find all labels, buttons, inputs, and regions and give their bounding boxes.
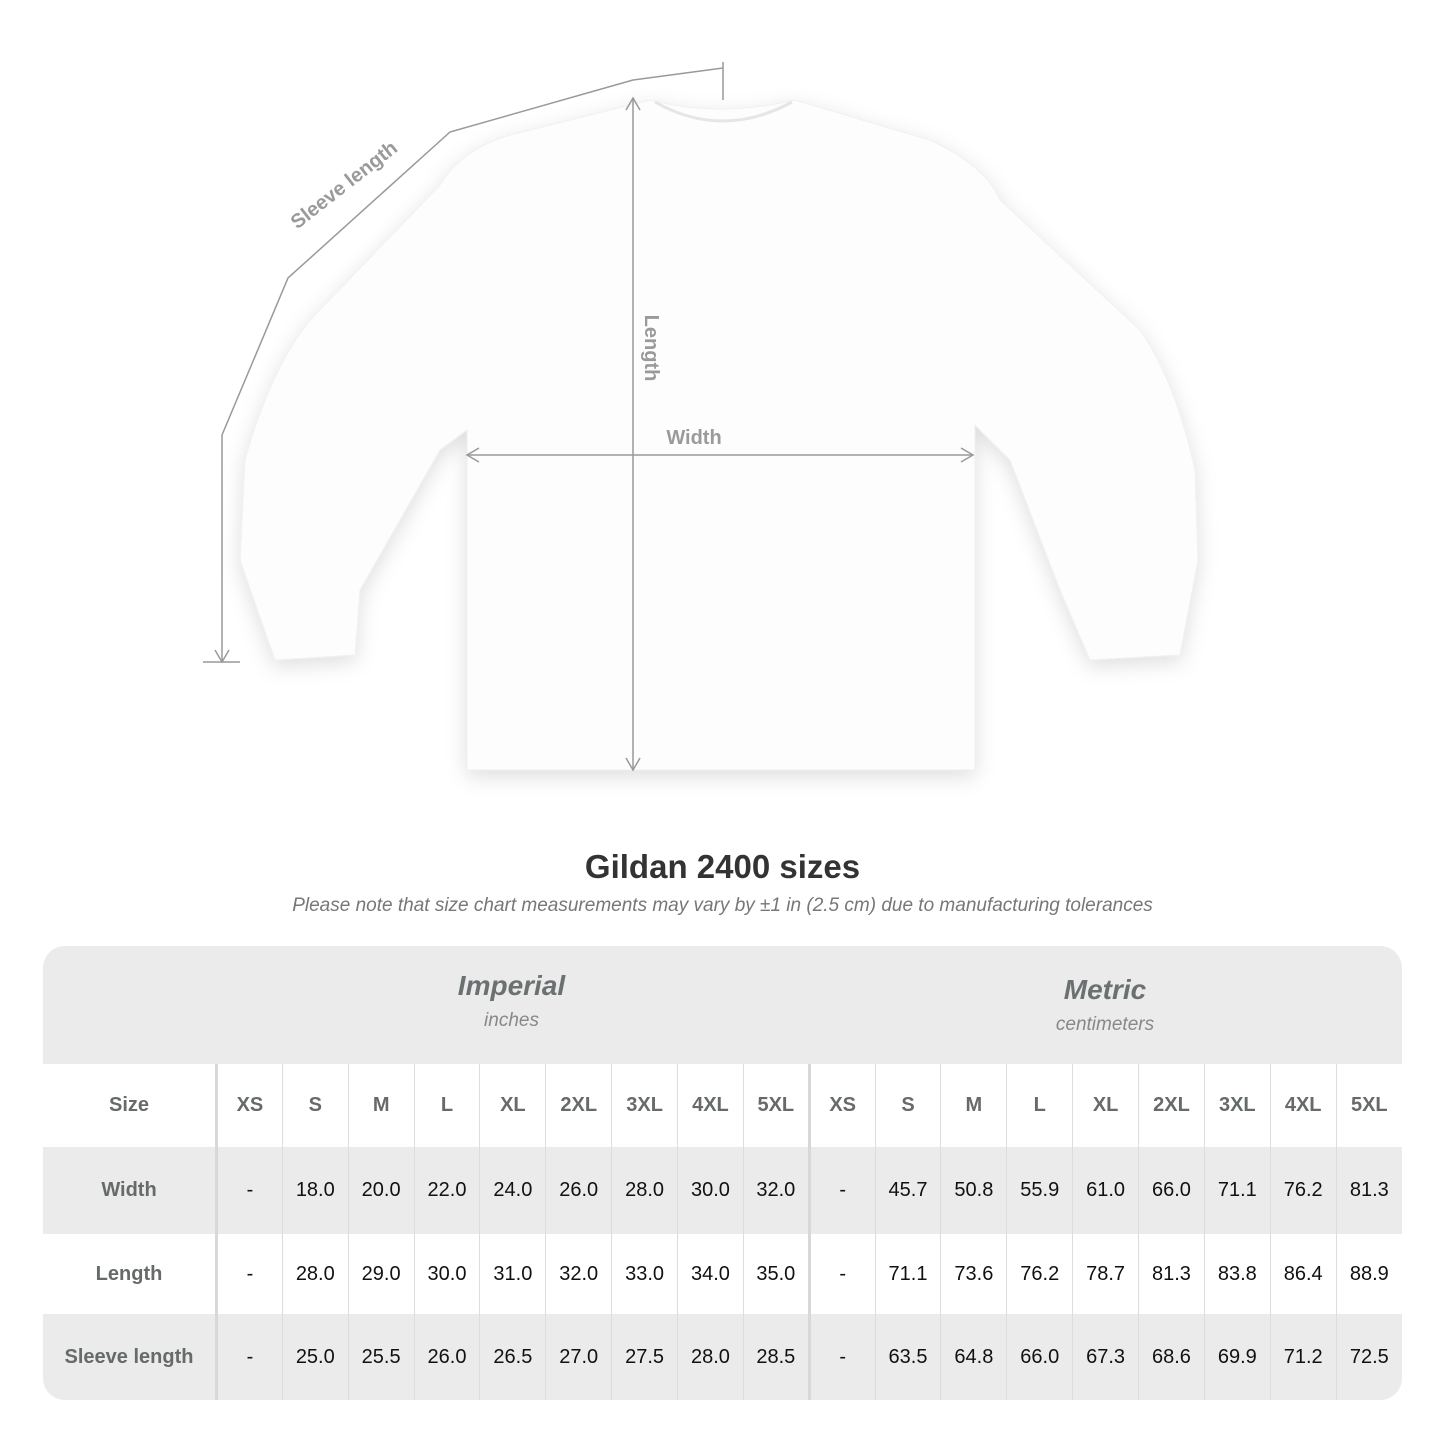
metric-value-cell: 81.3 bbox=[1335, 1147, 1402, 1234]
imperial-size-header: 2XL bbox=[545, 1064, 612, 1147]
metric-value-cell: 76.2 bbox=[1006, 1234, 1073, 1314]
imperial-value-cell: 30.0 bbox=[413, 1234, 480, 1314]
metric-value-cell: 71.1 bbox=[1203, 1147, 1271, 1234]
imperial-unit: inches bbox=[484, 1010, 539, 1031]
imperial-size-header: S bbox=[281, 1064, 349, 1147]
metric-value-cell: - bbox=[807, 1147, 876, 1234]
imperial-value-cell: 26.0 bbox=[413, 1314, 480, 1400]
imperial-value-cell: 20.0 bbox=[347, 1147, 415, 1234]
sleeve-length-label: Sleeve length bbox=[287, 137, 402, 234]
imperial-value-cell: 32.0 bbox=[742, 1147, 810, 1234]
metric-value-cell: - bbox=[807, 1314, 876, 1400]
metric-unit: centimeters bbox=[1055, 1014, 1155, 1035]
sleeve-length-line bbox=[221, 67, 724, 662]
table-row: Length -28.0 29.0 30.0 31.0 32.0 33.0 34.0 35.0-… bbox=[43, 1234, 1402, 1314]
size-table-card: Imperial inches Metric centimeters Size X… bbox=[43, 946, 1402, 1400]
metric-title: Metric bbox=[1063, 974, 1147, 1005]
shirt-image bbox=[239, 99, 1199, 771]
imperial-size-header: M bbox=[347, 1064, 415, 1147]
table-row: Width -18.0 20.0 22.0 24.0 26.0 28.0 30.0 32.0-4… bbox=[43, 1147, 1402, 1234]
metric-value-cell: 81.3 bbox=[1138, 1234, 1205, 1314]
width-label: Width bbox=[666, 427, 721, 449]
metric-value-cell: 63.5 bbox=[874, 1314, 941, 1400]
imperial-value-cell: 34.0 bbox=[677, 1234, 744, 1314]
imperial-size-header: XL bbox=[479, 1064, 546, 1147]
length-label: Length bbox=[640, 315, 662, 382]
page-title: Gildan 2400 sizes bbox=[584, 848, 861, 885]
imperial-value-cell: 26.5 bbox=[479, 1314, 546, 1400]
metric-value-cell: 83.8 bbox=[1203, 1234, 1271, 1314]
metric-size-header: 2XL bbox=[1138, 1064, 1205, 1147]
metric-value-cell: 71.1 bbox=[874, 1234, 941, 1314]
metric-value-cell: 76.2 bbox=[1269, 1147, 1337, 1234]
imperial-value-cell: 28.5 bbox=[742, 1314, 810, 1400]
tolerance-note: Please note that size chart measurements… bbox=[292, 895, 1153, 916]
imperial-value-cell: 31.0 bbox=[479, 1234, 546, 1314]
imperial-value-cell: 18.0 bbox=[281, 1147, 349, 1234]
imperial-value-cell: 26.0 bbox=[545, 1147, 612, 1234]
imperial-value-cell: - bbox=[216, 1147, 283, 1234]
imperial-value-cell: 29.0 bbox=[347, 1234, 415, 1314]
imperial-size-header: 4XL bbox=[677, 1064, 744, 1147]
metric-value-cell: 72.5 bbox=[1335, 1314, 1402, 1400]
metric-value-cell: 73.6 bbox=[940, 1234, 1007, 1314]
imperial-value-cell: 25.0 bbox=[281, 1314, 349, 1400]
metric-size-header: XS bbox=[807, 1064, 876, 1147]
metric-size-header: L bbox=[1006, 1064, 1073, 1147]
table-row: Sleeve length -25.0 25.5 26.0 26.5 27.0 27.5 28… bbox=[43, 1314, 1402, 1400]
imperial-header: Imperial inches bbox=[215, 946, 808, 1064]
imperial-value-cell: - bbox=[216, 1314, 283, 1400]
metric-value-cell: 66.0 bbox=[1006, 1314, 1073, 1400]
metric-size-header: 5XL bbox=[1335, 1064, 1402, 1147]
metric-value-cell: 66.0 bbox=[1138, 1147, 1205, 1234]
metric-value-cell: 61.0 bbox=[1072, 1147, 1139, 1234]
imperial-value-cell: 27.5 bbox=[611, 1314, 678, 1400]
imperial-value-cell: 28.0 bbox=[677, 1314, 744, 1400]
metric-value-cell: 68.6 bbox=[1138, 1314, 1205, 1400]
metric-value-cell: 55.9 bbox=[1006, 1147, 1073, 1234]
metric-value-cell: 78.7 bbox=[1072, 1234, 1139, 1314]
metric-value-cell: 50.8 bbox=[940, 1147, 1007, 1234]
size-table: Size XS S M L XL 2XL 3XL 4XL 5XL XS S M L XL 2XL 3XL 4XL 5… bbox=[43, 1064, 1402, 1400]
imperial-title: Imperial bbox=[457, 970, 566, 1001]
shirt-diagram: Sleeve length Length Width bbox=[203, 62, 1199, 772]
metric-header: Metric centimeters bbox=[808, 946, 1402, 1064]
imperial-value-cell: 22.0 bbox=[413, 1147, 480, 1234]
metric-value-cell: 64.8 bbox=[940, 1314, 1007, 1400]
imperial-value-cell: 30.0 bbox=[677, 1147, 744, 1234]
imperial-value-cell: 27.0 bbox=[545, 1314, 612, 1400]
imperial-value-cell: 28.0 bbox=[281, 1234, 349, 1314]
imperial-size-header: XS bbox=[216, 1064, 283, 1147]
imperial-value-cell: 33.0 bbox=[611, 1234, 678, 1314]
imperial-value-cell: 35.0 bbox=[742, 1234, 810, 1314]
imperial-value-cell: 25.5 bbox=[347, 1314, 415, 1400]
size-header-label: Size bbox=[43, 1064, 218, 1147]
metric-size-header: 3XL bbox=[1203, 1064, 1271, 1147]
imperial-value-cell: 32.0 bbox=[545, 1234, 612, 1314]
imperial-value-cell: - bbox=[216, 1234, 283, 1314]
metric-size-header: S bbox=[874, 1064, 941, 1147]
row-label: Length bbox=[43, 1234, 218, 1314]
imperial-value-cell: 24.0 bbox=[479, 1147, 546, 1234]
imperial-size-header: 5XL bbox=[742, 1064, 810, 1147]
metric-value-cell: 67.3 bbox=[1072, 1314, 1139, 1400]
metric-size-header: XL bbox=[1072, 1064, 1139, 1147]
metric-value-cell: 86.4 bbox=[1269, 1234, 1337, 1314]
metric-value-cell: 71.2 bbox=[1269, 1314, 1337, 1400]
imperial-size-header: 3XL bbox=[611, 1064, 678, 1147]
imperial-size-header: L bbox=[413, 1064, 480, 1147]
row-label: Sleeve length bbox=[43, 1314, 218, 1400]
metric-value-cell: 45.7 bbox=[874, 1147, 941, 1234]
metric-value-cell: 69.9 bbox=[1203, 1314, 1271, 1400]
metric-value-cell: - bbox=[807, 1234, 876, 1314]
metric-value-cell: 88.9 bbox=[1335, 1234, 1402, 1314]
size-header-row: Size XS S M L XL 2XL 3XL 4XL 5XL XS S M L XL 2XL 3XL 4XL 5… bbox=[43, 1064, 1402, 1147]
row-label: Width bbox=[43, 1147, 218, 1234]
metric-size-header: M bbox=[940, 1064, 1007, 1147]
metric-size-header: 4XL bbox=[1269, 1064, 1337, 1147]
imperial-value-cell: 28.0 bbox=[611, 1147, 678, 1234]
